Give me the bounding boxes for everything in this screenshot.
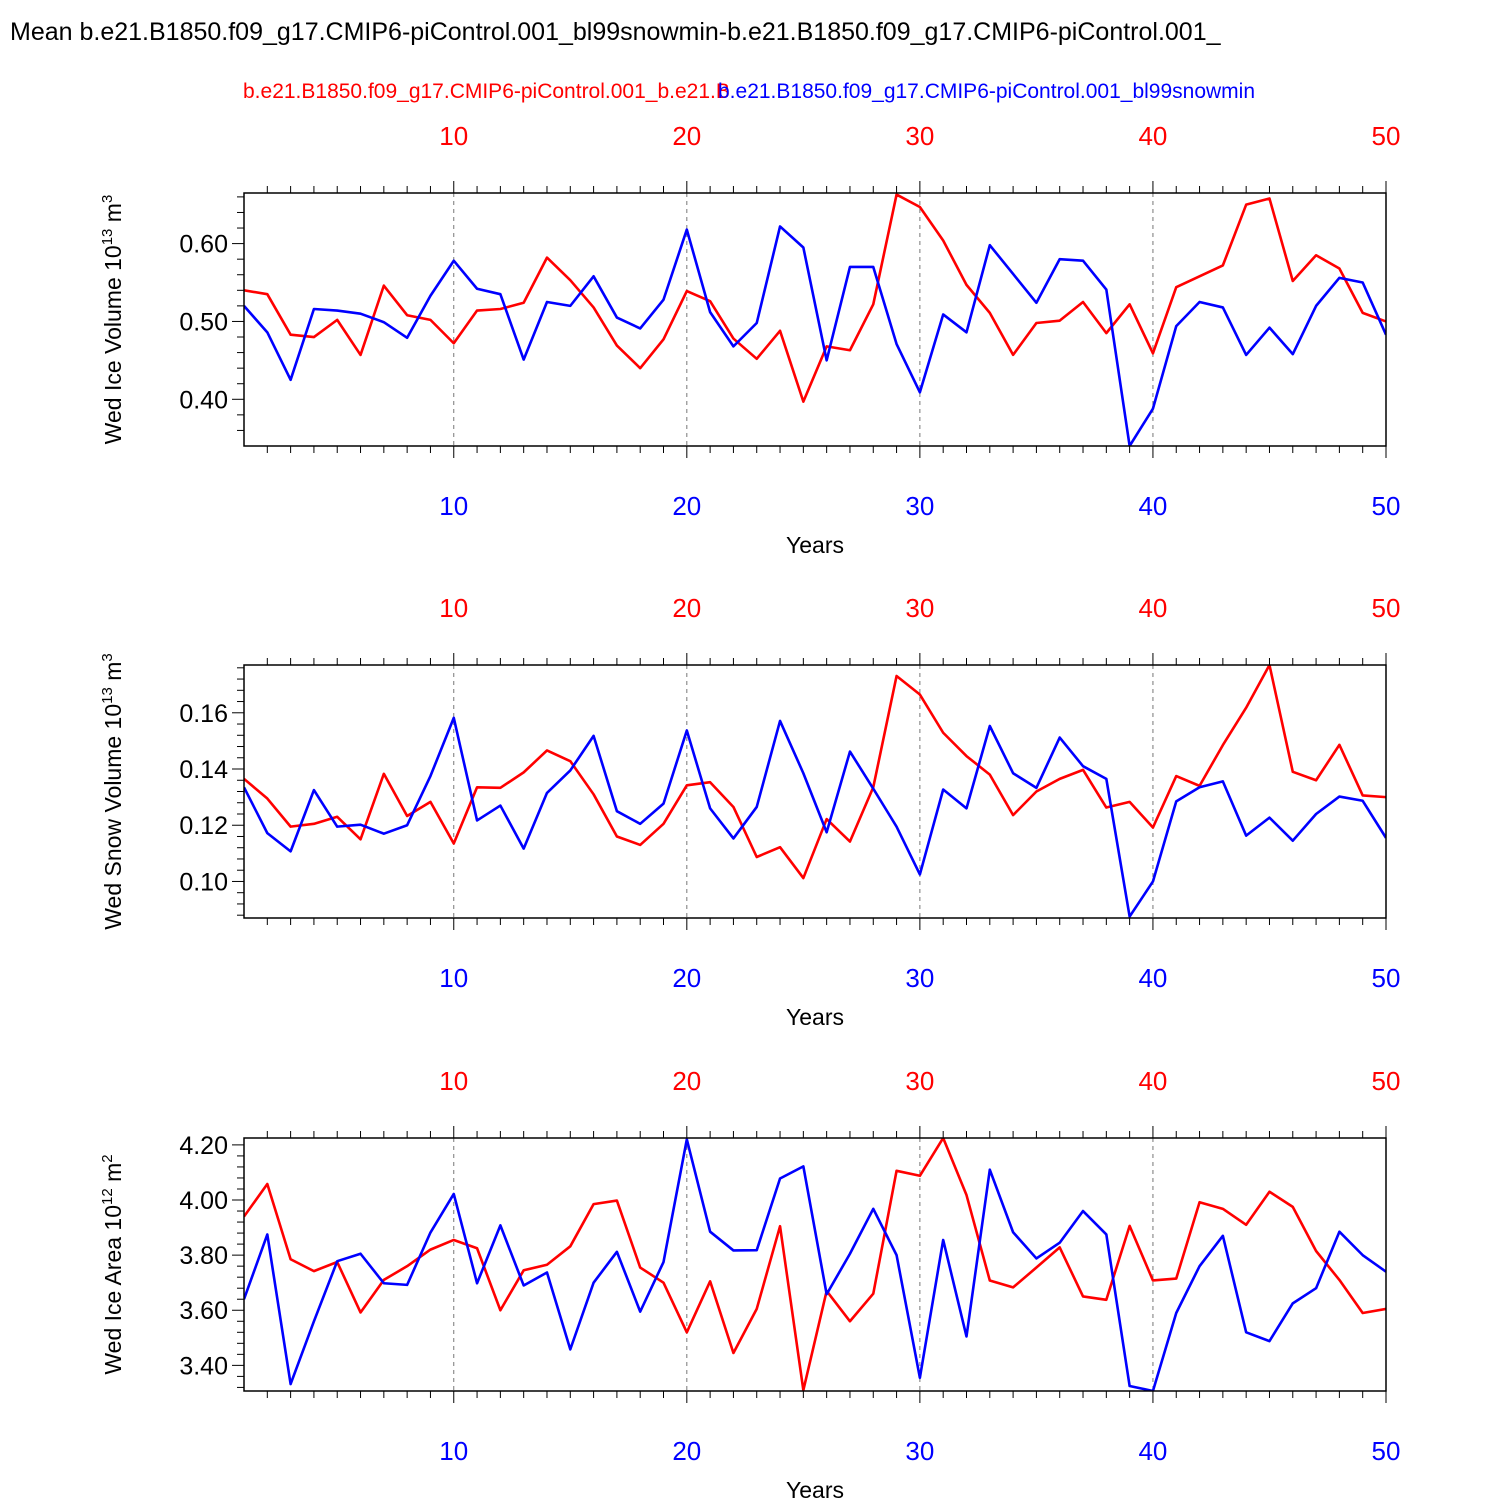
x-tick-label-bottom: 30 <box>905 963 934 993</box>
y-tick-label: 0.50 <box>179 308 228 336</box>
x-tick-label-top: 50 <box>1372 1066 1401 1096</box>
series-line-blue <box>244 1138 1386 1391</box>
x-tick-label-top: 20 <box>672 593 701 623</box>
y-tick-label: 4.00 <box>179 1187 228 1215</box>
x-tick-label-bottom: 20 <box>672 963 701 993</box>
y-axis-label-exponent: 12 <box>99 1188 116 1205</box>
x-tick-label-top: 30 <box>905 121 934 151</box>
x-tick-label-bottom: 10 <box>439 491 468 521</box>
case-a-label: b.e21.B1850.f09_g17.CMIP6-piControl.001_… <box>243 80 730 103</box>
x-tick-label-bottom: 40 <box>1138 1436 1167 1466</box>
y-axis-label: Wed Ice Area 1012 m2 <box>99 1154 126 1374</box>
x-axis-label: Years <box>786 1004 844 1030</box>
x-tick-label-bottom: 30 <box>905 491 934 521</box>
plot-frame <box>243 192 1387 447</box>
panel-1: 0.40 0.50 0.60 10 10 20 20 30 30 40 40 50 50 Years Wed… <box>99 121 1400 558</box>
y-tick-label: 0.10 <box>179 868 228 896</box>
y-axis-label-exponent: 2 <box>99 1154 116 1162</box>
x-tick-label-top: 10 <box>439 1066 468 1096</box>
x-tick-label-bottom: 10 <box>439 963 468 993</box>
y-axis-label-part: Wed Snow Volume 10 <box>100 704 126 930</box>
x-tick-label-bottom: 50 <box>1372 491 1401 521</box>
plot-frame <box>243 1137 1387 1392</box>
series-line-blue <box>244 225 1386 446</box>
y-axis-label-part: m <box>100 1163 126 1189</box>
x-tick-label-top: 40 <box>1138 121 1167 151</box>
y-tick-label: 0.14 <box>179 756 228 784</box>
case-b-label: b.e21.B1850.f09_g17.CMIP6-piControl.001_… <box>718 80 1256 103</box>
y-tick-label: 0.16 <box>179 700 228 728</box>
y-axis-label-exponent: 13 <box>99 229 116 246</box>
y-axis-label-exponent: 13 <box>99 687 116 704</box>
x-tick-label-bottom: 50 <box>1372 963 1401 993</box>
plot-frame <box>243 664 1387 919</box>
y-axis-label: Wed Snow Volume 1013 m3 <box>99 653 126 929</box>
x-tick-label-bottom: 20 <box>672 491 701 521</box>
y-axis-label-exponent: 3 <box>99 653 116 661</box>
y-axis-label: Wed Ice Volume 1013 m3 <box>99 195 126 445</box>
y-axis-label-part: Wed Ice Area 10 <box>100 1205 126 1375</box>
x-tick-label-top: 20 <box>672 121 701 151</box>
x-tick-label-top: 50 <box>1372 593 1401 623</box>
x-tick-label-top: 10 <box>439 121 468 151</box>
x-tick-label-bottom: 40 <box>1138 491 1167 521</box>
y-axis-label-part: m <box>100 203 126 229</box>
y-tick-label: 4.20 <box>179 1132 228 1160</box>
series-line-red <box>244 1138 1386 1391</box>
series-line-red <box>244 193 1386 403</box>
y-tick-label: 0.40 <box>179 386 228 414</box>
series-line-blue <box>244 716 1386 918</box>
x-tick-label-bottom: 10 <box>439 1436 468 1466</box>
y-tick-label: 3.40 <box>179 1352 228 1380</box>
y-tick-label: 0.60 <box>179 231 228 259</box>
x-tick-label-top: 30 <box>905 1066 934 1096</box>
x-tick-label-bottom: 30 <box>905 1436 934 1466</box>
x-tick-label-top: 40 <box>1138 1066 1167 1096</box>
x-tick-label-top: 40 <box>1138 593 1167 623</box>
x-tick-label-top: 50 <box>1372 121 1401 151</box>
y-axis-label-exponent: 3 <box>99 195 116 203</box>
y-tick-label: 3.80 <box>179 1242 228 1270</box>
x-axis-label: Years <box>786 532 844 558</box>
y-tick-label: 0.12 <box>179 812 228 840</box>
y-axis-label-part: m <box>100 662 126 688</box>
x-tick-label-bottom: 20 <box>672 1436 701 1466</box>
x-tick-label-top: 20 <box>672 1066 701 1096</box>
y-axis-label-part: Wed Ice Volume 10 <box>100 245 126 444</box>
series-line-red <box>244 665 1386 880</box>
x-axis-label: Years <box>786 1477 844 1500</box>
x-tick-label-top: 30 <box>905 593 934 623</box>
x-tick-label-bottom: 50 <box>1372 1436 1401 1466</box>
panel-2: 0.10 0.12 0.14 0.16 10 10 20 20 30 30 40 40 50 50 Year… <box>99 593 1400 1030</box>
y-tick-label: 3.60 <box>179 1297 228 1325</box>
panel-3: 3.40 3.60 3.80 4.00 4.20 10 10 20 20 30 30 40 40 50 50… <box>99 1066 1400 1500</box>
x-tick-label-bottom: 40 <box>1138 963 1167 993</box>
chart-title: Mean b.e21.B1850.f09_g17.CMIP6-piControl… <box>10 18 1221 46</box>
x-tick-label-top: 10 <box>439 593 468 623</box>
